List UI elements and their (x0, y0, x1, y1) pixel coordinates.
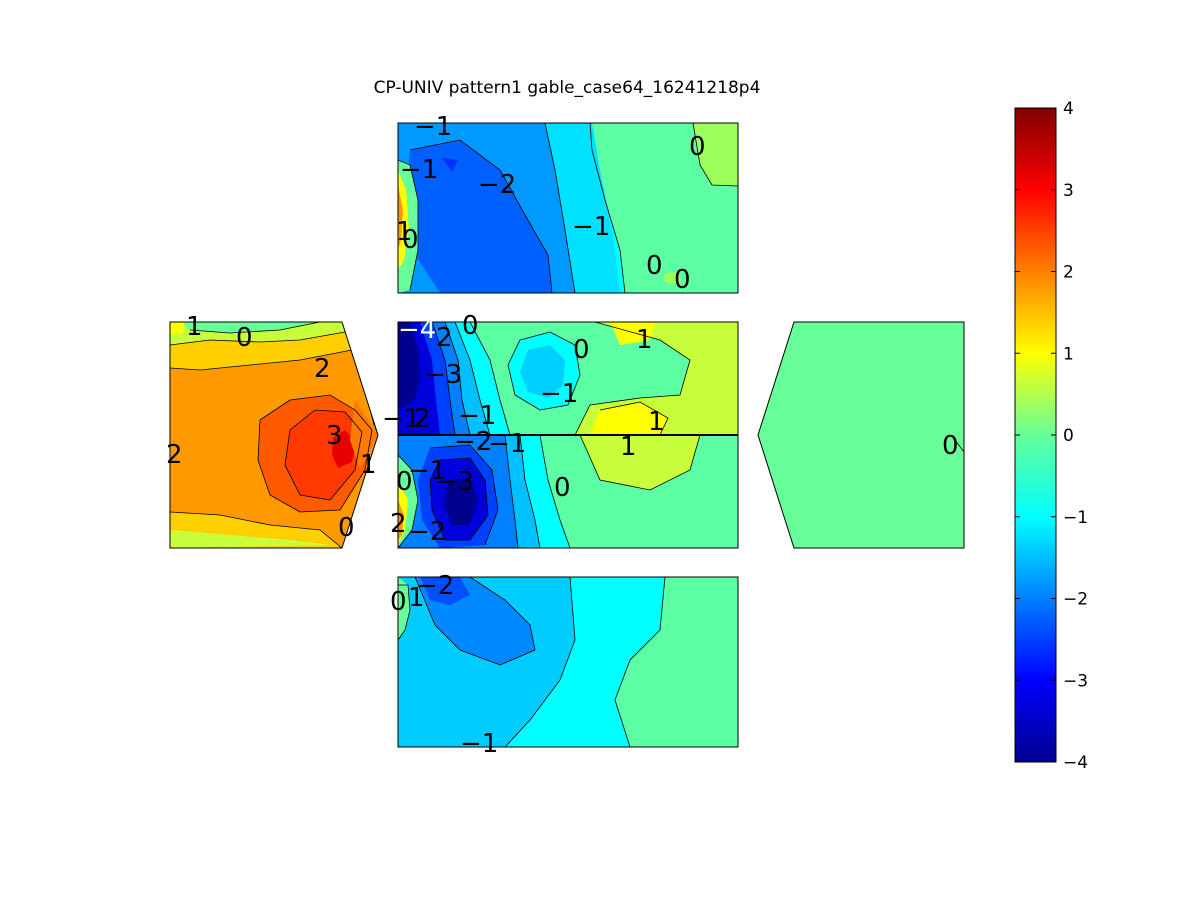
contour-label: 1 (620, 432, 637, 462)
contour-label: −3 (424, 360, 462, 390)
contour-label: −4 (398, 315, 436, 345)
contour-label: 0 (689, 132, 706, 162)
contour-label: 2 (390, 509, 407, 539)
contour-label: 0 (646, 251, 663, 281)
contour-label: −1 (414, 112, 452, 142)
contour-label: −1 (572, 212, 610, 242)
contour-label: 0 (573, 335, 590, 365)
contour-label: 0 (402, 225, 419, 255)
colorbar-gradient (1014, 107, 1057, 763)
contour-label: −2 (454, 427, 492, 457)
colorbar-tick-label: −1 (1063, 508, 1088, 528)
contour-label: −3 (436, 467, 474, 497)
contour-label: 1 (396, 217, 413, 247)
contour-label: −1 (458, 401, 496, 431)
contour-label: 3 (326, 421, 343, 451)
contour-label: 0 (338, 513, 355, 543)
panel-roof-bottom (398, 577, 738, 747)
chart-title: CP-UNIV pattern1 gable_case64_16241218p4 (374, 78, 761, 98)
colorbar: 4 3 2 1 0 −1 −2 −3 −4 (1014, 99, 1088, 773)
contour-label: −1 (488, 429, 526, 459)
contour-label: 2 (414, 404, 431, 434)
contour-label: 2 (314, 354, 331, 384)
contour-label: 0 (236, 323, 253, 353)
contour-label: 1 (360, 450, 377, 480)
panel-roof-top-border (397, 122, 739, 294)
contour-label: 1 (648, 407, 665, 437)
panel-wall-middle-lower (398, 435, 738, 548)
contour-label: 0 (942, 431, 959, 461)
contour-label: 2 (166, 440, 183, 470)
contour-label: −2 (478, 170, 516, 200)
contour-label: 0 (396, 467, 413, 497)
colorbar-tick-label: 0 (1063, 426, 1074, 446)
contour-label: −1 (400, 155, 438, 185)
contour-label: −1 (460, 729, 498, 759)
contour-label: 0 (390, 587, 407, 617)
contour-label: −1 (408, 456, 446, 486)
colorbar-ticks: 4 3 2 1 0 −1 −2 −3 −4 (1015, 99, 1088, 773)
panel-roof-bottom-border (397, 576, 739, 748)
contour-label: 0 (674, 265, 691, 295)
panel-gable-left-border (169, 321, 379, 549)
panel-roof-top (398, 123, 738, 293)
panel-wall-middle-upper (398, 322, 738, 435)
contour-label: −1 (540, 379, 578, 409)
contour-label: −2 (416, 571, 454, 601)
contour-label: 0 (462, 311, 479, 341)
colorbar-tick-label: −2 (1063, 590, 1088, 610)
contour-label: 0 (554, 473, 571, 503)
contour-label: 1 (408, 583, 425, 613)
panel-gable-left (170, 322, 378, 548)
colorbar-tick-label: −4 (1063, 753, 1088, 773)
contour-label: −2 (408, 517, 446, 547)
colorbar-tick-label: 4 (1063, 99, 1074, 119)
colorbar-tick-label: 1 (1063, 344, 1074, 364)
colorbar-tick-label: −3 (1063, 671, 1088, 691)
colorbar-tick-label: 3 (1063, 181, 1074, 201)
contour-label: 1 (186, 312, 203, 342)
panel-gable-right (757, 321, 965, 549)
contour-label: −1 (382, 404, 420, 434)
contour-label: 2 (436, 323, 453, 353)
contour-label: 1 (636, 325, 653, 355)
colorbar-tick-label: 2 (1063, 263, 1074, 283)
